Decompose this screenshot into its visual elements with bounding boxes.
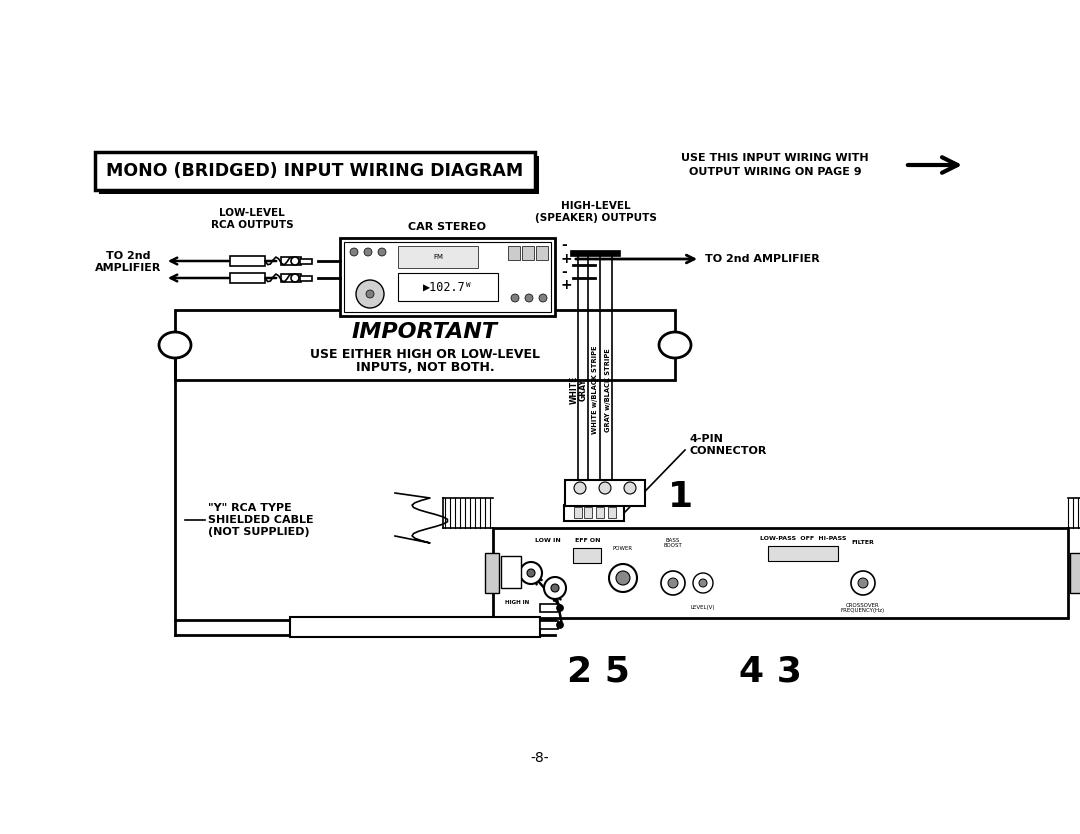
Bar	[564, 505, 624, 521]
Text: FM: FM	[433, 254, 443, 260]
Circle shape	[693, 573, 713, 593]
Bar	[501, 556, 521, 588]
Ellipse shape	[159, 332, 191, 358]
Text: -: -	[561, 238, 567, 252]
Bar	[540, 604, 558, 612]
Bar	[1070, 553, 1080, 593]
Text: USE EITHER HIGH OR LOW-LEVEL: USE EITHER HIGH OR LOW-LEVEL	[310, 348, 540, 360]
Circle shape	[519, 562, 542, 584]
Text: GRAY w/BLACK STRIPE: GRAY w/BLACK STRIPE	[605, 348, 611, 432]
Text: EFF ON: EFF ON	[576, 537, 600, 542]
Bar	[573, 507, 582, 518]
Circle shape	[291, 274, 299, 282]
Bar	[536, 246, 548, 260]
Circle shape	[599, 482, 611, 494]
Text: WHITE w/BLACK STRIPE: WHITE w/BLACK STRIPE	[592, 346, 598, 435]
Circle shape	[699, 579, 707, 587]
Text: OUTPUT WIRING ON PAGE 9: OUTPUT WIRING ON PAGE 9	[689, 167, 862, 177]
Bar	[565, 480, 645, 506]
Circle shape	[661, 571, 685, 595]
Text: +: +	[561, 278, 572, 292]
Bar	[596, 507, 604, 518]
Circle shape	[366, 290, 374, 298]
Circle shape	[378, 248, 386, 256]
Bar	[540, 621, 558, 629]
Text: LOW-PASS  OFF  HI-PASS: LOW-PASS OFF HI-PASS	[759, 535, 847, 540]
Bar	[584, 507, 592, 518]
Circle shape	[624, 482, 636, 494]
Text: TO 2nd
AMPLIFIER: TO 2nd AMPLIFIER	[95, 251, 161, 273]
Bar	[570, 250, 620, 256]
Bar	[281, 257, 301, 265]
Bar	[485, 553, 499, 593]
Text: MONO (BRIDGED) INPUT WIRING DIAGRAM: MONO (BRIDGED) INPUT WIRING DIAGRAM	[106, 162, 524, 180]
Bar	[608, 507, 616, 518]
Text: GRAY: GRAY	[579, 379, 588, 401]
Text: LOW-LEVEL
RCA OUTPUTS: LOW-LEVEL RCA OUTPUTS	[211, 208, 294, 230]
Text: INPUTS, NOT BOTH.: INPUTS, NOT BOTH.	[355, 360, 495, 374]
Text: WHITE: WHITE	[569, 376, 579, 404]
Circle shape	[544, 577, 566, 599]
Circle shape	[539, 294, 546, 302]
Text: IMPORTANT: IMPORTANT	[352, 322, 498, 342]
Circle shape	[350, 248, 357, 256]
Text: LEVEL(V): LEVEL(V)	[691, 605, 715, 610]
Bar	[95, 152, 535, 190]
Text: ▶102.7ᵂ: ▶102.7ᵂ	[423, 280, 473, 294]
Text: CROSSOVER
FREQUENCY(Hz): CROSSOVER FREQUENCY(Hz)	[841, 603, 886, 613]
Text: -: -	[511, 578, 515, 588]
Text: TO 2nd AMPLIFIER: TO 2nd AMPLIFIER	[705, 254, 820, 264]
Circle shape	[356, 280, 384, 308]
Circle shape	[556, 621, 564, 629]
Bar	[768, 546, 838, 561]
Circle shape	[551, 584, 559, 592]
Text: HIGH IN: HIGH IN	[505, 600, 529, 605]
Text: FILTER: FILTER	[851, 540, 875, 545]
Bar	[508, 246, 519, 260]
Circle shape	[573, 482, 586, 494]
Text: "Y" RCA TYPE
SHIELDED CABLE
(NOT SUPPLIED): "Y" RCA TYPE SHIELDED CABLE (NOT SUPPLIE…	[208, 504, 313, 536]
Bar	[345, 242, 551, 312]
Circle shape	[669, 578, 678, 588]
Bar	[230, 256, 265, 266]
Bar	[99, 156, 539, 194]
Bar	[281, 274, 301, 282]
Circle shape	[527, 569, 535, 577]
Bar	[291, 617, 540, 637]
Text: USE THIS INPUT WIRING WITH: USE THIS INPUT WIRING WITH	[681, 153, 868, 163]
Bar	[573, 548, 600, 563]
Ellipse shape	[659, 332, 691, 358]
Text: -8-: -8-	[530, 751, 550, 765]
Text: HIGH-LEVEL
(SPEAKER) OUTPUTS: HIGH-LEVEL (SPEAKER) OUTPUTS	[535, 201, 657, 223]
Text: BASS
BOOST: BASS BOOST	[663, 538, 683, 549]
Text: CAR STEREO: CAR STEREO	[408, 222, 486, 232]
Bar	[300, 259, 312, 264]
Circle shape	[616, 571, 630, 585]
Bar	[399, 246, 478, 268]
Bar	[399, 273, 498, 301]
Circle shape	[858, 578, 868, 588]
Text: 4-PIN
CONNECTOR: 4-PIN CONNECTOR	[690, 435, 768, 456]
Circle shape	[364, 248, 372, 256]
Bar	[230, 273, 265, 283]
Circle shape	[609, 564, 637, 592]
Text: 4 3: 4 3	[739, 655, 801, 689]
Bar	[492, 528, 1068, 618]
Bar	[522, 246, 534, 260]
Circle shape	[851, 571, 875, 595]
Circle shape	[556, 605, 564, 611]
Circle shape	[525, 294, 534, 302]
Circle shape	[511, 294, 519, 302]
Bar	[175, 310, 675, 380]
Bar	[340, 238, 555, 316]
Text: +: +	[509, 563, 517, 573]
Text: 2 5: 2 5	[567, 655, 630, 689]
Text: 1: 1	[667, 480, 692, 514]
Circle shape	[291, 257, 299, 265]
Bar	[300, 275, 312, 280]
Text: LOW IN: LOW IN	[535, 537, 561, 542]
Text: -: -	[561, 265, 567, 279]
Text: POWER: POWER	[613, 545, 633, 550]
Text: +: +	[561, 252, 572, 266]
